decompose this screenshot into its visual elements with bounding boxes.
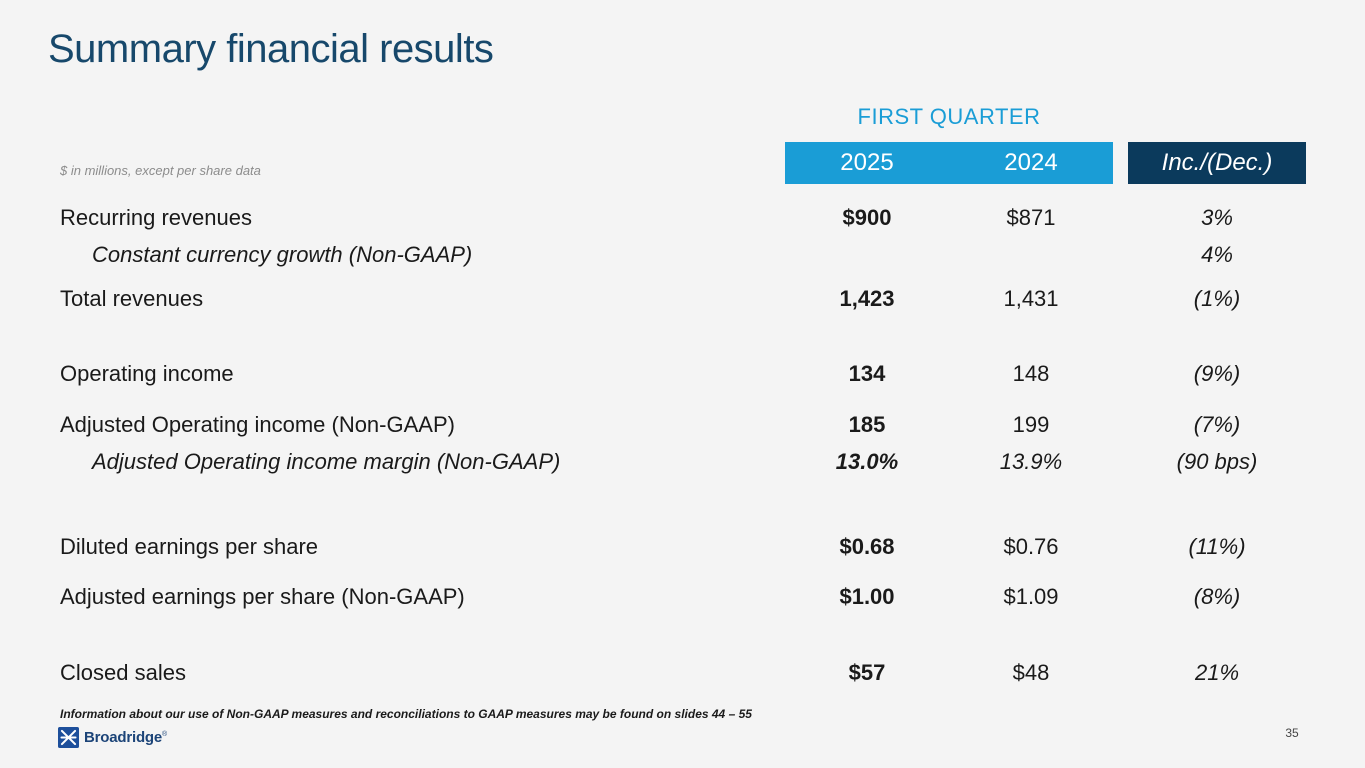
row-label: Diluted earnings per share bbox=[60, 534, 319, 559]
cell-change: (11%) bbox=[1188, 534, 1246, 559]
column-header-change: Inc./(Dec.) bbox=[1161, 149, 1273, 176]
cell-2025 bbox=[785, 240, 949, 270]
cell-2024: $871 bbox=[1006, 205, 1056, 230]
table-row: Adjusted Operating income (Non-GAAP) 185… bbox=[0, 410, 1365, 440]
broadridge-logo-icon bbox=[58, 727, 79, 748]
row-label: Adjusted Operating income (Non-GAAP) bbox=[60, 412, 455, 437]
cell-2025: 134 bbox=[848, 361, 886, 386]
table-row: Adjusted Operating income margin (Non-GA… bbox=[0, 447, 1365, 477]
page-title: Summary financial results bbox=[48, 27, 494, 71]
cell-2025: $900 bbox=[842, 205, 892, 230]
cell-change: 4% bbox=[1201, 242, 1233, 267]
row-label: Operating income bbox=[60, 361, 234, 386]
table-row: Total revenues 1,423 1,431 (1%) bbox=[0, 284, 1365, 314]
cell-2025: 13.0% bbox=[835, 449, 899, 474]
row-label: Recurring revenues bbox=[60, 205, 252, 230]
page-number: 35 bbox=[1285, 726, 1299, 740]
cell-2024 bbox=[949, 240, 1113, 270]
cell-2025: $1.00 bbox=[839, 584, 895, 609]
table-row: Adjusted earnings per share (Non-GAAP) $… bbox=[0, 582, 1365, 612]
row-label: Closed sales bbox=[60, 660, 186, 685]
cell-2024: $0.76 bbox=[1003, 534, 1059, 559]
cell-change: 3% bbox=[1201, 205, 1233, 230]
registered-mark: ® bbox=[162, 731, 167, 738]
units-note: $ in millions, except per share data bbox=[60, 163, 261, 178]
column-header-2024: 2024 bbox=[1004, 149, 1058, 176]
cell-2024: 13.9% bbox=[999, 449, 1063, 474]
cell-2025: 1,423 bbox=[839, 286, 895, 311]
cell-change: (9%) bbox=[1193, 361, 1241, 386]
change-column-header-bar: Inc./(Dec.) bbox=[1128, 142, 1306, 184]
year-columns-header-bar: 2025 2024 bbox=[785, 142, 1113, 184]
cell-2024: 199 bbox=[1012, 412, 1050, 437]
cell-change: (1%) bbox=[1193, 286, 1241, 311]
broadridge-logo: Broadridge® bbox=[58, 727, 167, 748]
cell-change: 21% bbox=[1194, 660, 1240, 685]
column-header-2025: 2025 bbox=[840, 149, 894, 176]
cell-2024: 148 bbox=[1012, 361, 1050, 386]
table-row: Closed sales $57 $48 21% bbox=[0, 658, 1365, 688]
cell-change: (90 bps) bbox=[1176, 449, 1258, 474]
cell-change: (7%) bbox=[1193, 412, 1241, 437]
first-quarter-header: FIRST QUARTER bbox=[857, 104, 1041, 129]
broadridge-logo-text: Broadridge® bbox=[84, 729, 167, 746]
cell-2025: $57 bbox=[848, 660, 886, 685]
non-gaap-footnote: Information about our use of Non-GAAP me… bbox=[60, 707, 752, 721]
row-label: Constant currency growth (Non-GAAP) bbox=[92, 242, 473, 267]
table-row: Constant currency growth (Non-GAAP) 4% bbox=[0, 240, 1365, 270]
table-row: Operating income 134 148 (9%) bbox=[0, 359, 1365, 389]
cell-2024: $1.09 bbox=[1003, 584, 1059, 609]
row-label: Total revenues bbox=[60, 286, 204, 311]
cell-2024: $48 bbox=[1012, 660, 1050, 685]
cell-2025: $0.68 bbox=[839, 534, 895, 559]
table-row: Recurring revenues $900 $871 3% bbox=[0, 203, 1365, 233]
table-row: Diluted earnings per share $0.68 $0.76 (… bbox=[0, 532, 1365, 562]
cell-change: (8%) bbox=[1193, 584, 1241, 609]
row-label: Adjusted Operating income margin (Non-GA… bbox=[92, 449, 561, 474]
row-label: Adjusted earnings per share (Non-GAAP) bbox=[60, 584, 465, 609]
cell-2024: 1,431 bbox=[1003, 286, 1059, 311]
cell-2025: 185 bbox=[848, 412, 886, 437]
